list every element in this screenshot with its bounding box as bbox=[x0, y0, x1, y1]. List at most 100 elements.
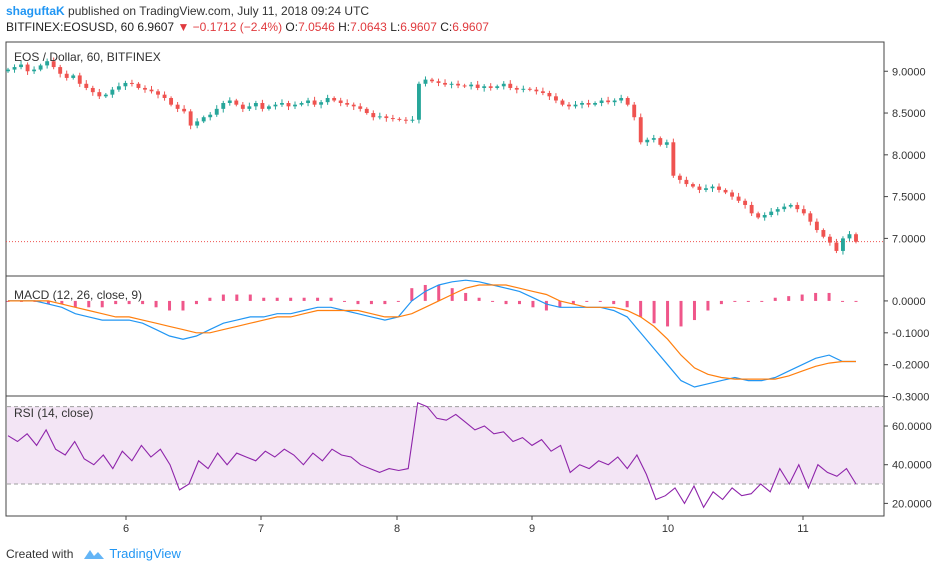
macd-histogram-bar bbox=[666, 300, 670, 327]
candle-body bbox=[221, 103, 226, 109]
macd-histogram-bar bbox=[302, 297, 306, 301]
tradingview-brand[interactable]: TradingView bbox=[109, 546, 181, 561]
candle-body bbox=[32, 69, 37, 72]
candle-body bbox=[475, 84, 480, 88]
candle-body bbox=[854, 234, 858, 242]
candle-body bbox=[306, 100, 311, 104]
candle-body bbox=[651, 138, 656, 140]
candle-body bbox=[410, 119, 415, 121]
candle-body bbox=[514, 87, 519, 90]
low-value: 6.9607 bbox=[400, 20, 437, 34]
macd-histogram-bar bbox=[221, 294, 225, 301]
macd-histogram-bar bbox=[289, 297, 293, 301]
macd-histogram-bar bbox=[275, 297, 279, 301]
candle-body bbox=[143, 87, 147, 90]
candle-body bbox=[769, 211, 774, 215]
candle-body bbox=[775, 209, 780, 212]
candle-body bbox=[430, 79, 434, 82]
candle-body bbox=[240, 104, 245, 109]
macd-histogram-bar bbox=[194, 300, 198, 305]
macd-line bbox=[8, 279, 856, 388]
candle-body bbox=[175, 104, 180, 109]
candle-body bbox=[482, 86, 487, 88]
candle-body bbox=[351, 104, 356, 107]
candle-body bbox=[553, 96, 558, 101]
rsi-pane-title: RSI (14, close) bbox=[14, 406, 93, 420]
candle-body bbox=[38, 65, 43, 70]
candle-body bbox=[808, 213, 813, 222]
candle-body bbox=[19, 64, 23, 68]
candle-body bbox=[599, 100, 604, 104]
macd-pane-title: MACD (12, 26, close, 9) bbox=[14, 288, 142, 302]
footer: Created with TradingView bbox=[6, 546, 181, 561]
macd-histogram-bar bbox=[706, 300, 710, 311]
macd-histogram-bar bbox=[854, 300, 858, 302]
candle-body bbox=[299, 103, 304, 105]
candle-body bbox=[697, 186, 702, 190]
candle-body bbox=[384, 116, 389, 119]
candle-body bbox=[456, 83, 461, 86]
candle-body bbox=[762, 214, 767, 218]
candle-body bbox=[227, 100, 232, 104]
candle-body bbox=[645, 139, 650, 143]
candle-body bbox=[690, 184, 695, 187]
candle-body bbox=[319, 102, 324, 105]
candle-body bbox=[325, 97, 330, 103]
candle-body bbox=[169, 97, 174, 105]
macd-histogram-bar bbox=[181, 300, 185, 311]
candle-body bbox=[521, 88, 526, 90]
candle-body bbox=[253, 103, 258, 107]
candle-body bbox=[97, 92, 102, 97]
candle-body bbox=[847, 234, 852, 239]
candle-body bbox=[195, 121, 200, 126]
macd-histogram-bar bbox=[410, 288, 414, 301]
candle-body bbox=[293, 104, 297, 107]
candle-body bbox=[723, 189, 728, 193]
candle-body bbox=[247, 106, 252, 109]
candle-body bbox=[208, 114, 213, 118]
close-value: 6.9607 bbox=[452, 20, 489, 34]
macd-histogram-bar bbox=[719, 300, 723, 305]
price-axis-label: 8.0000 bbox=[892, 150, 926, 162]
candle-body bbox=[423, 79, 428, 84]
candle-body bbox=[612, 100, 617, 103]
macd-histogram-bar bbox=[692, 300, 696, 321]
macd-signal-line bbox=[8, 284, 856, 380]
time-axis-label: 9 bbox=[529, 523, 535, 535]
candle-body bbox=[534, 89, 539, 92]
author-link[interactable]: shaguftaK bbox=[6, 4, 65, 18]
candle-body bbox=[58, 67, 63, 74]
macd-axis-label: -0.1000 bbox=[892, 328, 929, 340]
candle-body bbox=[821, 230, 826, 237]
candle-body bbox=[149, 89, 154, 92]
macd-histogram-bar bbox=[733, 300, 737, 302]
candle-body bbox=[280, 103, 284, 105]
macd-histogram-bar bbox=[625, 300, 629, 308]
macd-histogram-bar bbox=[154, 300, 158, 308]
macd-histogram-bar bbox=[329, 297, 333, 301]
candle-body bbox=[358, 106, 363, 109]
candle-body bbox=[45, 61, 50, 66]
candle-body bbox=[560, 100, 565, 105]
macd-histogram-bar bbox=[517, 300, 521, 305]
macd-axis-label: 0.0000 bbox=[892, 296, 926, 308]
candle-body bbox=[717, 186, 721, 190]
candle-body bbox=[788, 204, 793, 207]
candle-body bbox=[827, 236, 832, 243]
candle-body bbox=[606, 100, 611, 103]
macd-histogram-bar bbox=[746, 300, 750, 302]
macd-histogram-bar bbox=[612, 300, 616, 305]
candle-body bbox=[664, 142, 669, 145]
candle-body bbox=[417, 83, 421, 120]
candle-body bbox=[286, 103, 291, 107]
time-axis-label: 10 bbox=[662, 523, 674, 535]
macd-histogram-bar bbox=[141, 300, 145, 305]
candle-body bbox=[449, 83, 454, 85]
macd-histogram-bar bbox=[787, 296, 791, 301]
candle-body bbox=[90, 87, 95, 93]
symbol-label: BITFINEX:EOSUSD, 60 bbox=[6, 20, 135, 34]
candle-body bbox=[129, 82, 134, 84]
candle-body bbox=[501, 83, 506, 87]
macd-histogram-bar bbox=[356, 300, 360, 305]
